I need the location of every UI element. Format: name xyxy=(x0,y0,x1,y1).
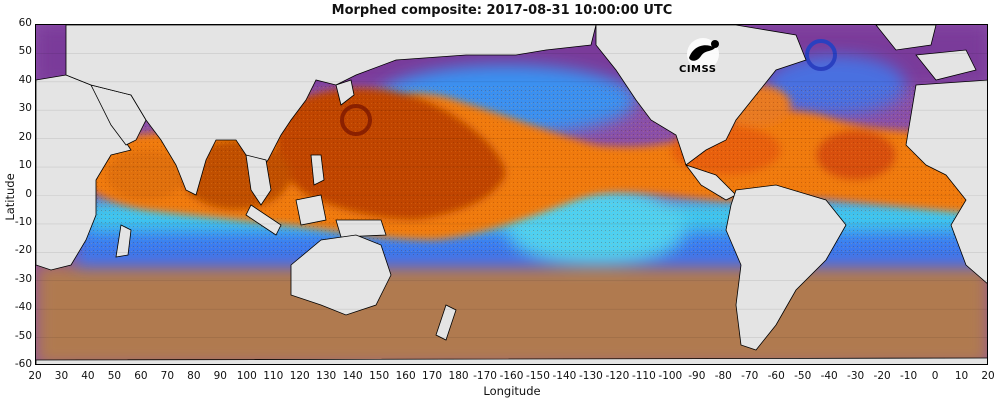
cimss-logo-text: CIMSS xyxy=(679,64,717,75)
x-tick-label: -70 xyxy=(741,370,759,382)
graticule xyxy=(36,53,987,338)
y-tick-label: 30 xyxy=(18,102,32,115)
x-tick-label: 30 xyxy=(54,370,69,382)
x-tick-label: -10 xyxy=(900,370,918,382)
x-tick-label: -160 xyxy=(499,370,524,382)
x-tick-label: -50 xyxy=(794,370,812,382)
x-tick-label: 130 xyxy=(316,370,337,382)
sumatra xyxy=(245,204,282,236)
x-tick-label: 10 xyxy=(954,370,969,382)
landmasses xyxy=(36,25,987,364)
x-tick-label: 20 xyxy=(28,370,42,382)
x-tick-label: 120 xyxy=(289,370,310,382)
x-tick-label: 70 xyxy=(160,370,175,382)
x-tick-label: -170 xyxy=(473,370,497,382)
typhoon-swirl xyxy=(340,104,372,136)
x-tick-label: -130 xyxy=(578,370,603,382)
x-tick-label: -120 xyxy=(605,370,630,382)
x-tick-label: -140 xyxy=(552,370,577,382)
x-tick-label: 90 xyxy=(213,370,227,382)
y-tick-label: -20 xyxy=(14,244,32,257)
y-tick-label: 20 xyxy=(18,130,32,143)
south-dry-band xyxy=(36,265,987,364)
cimss-logo-icon xyxy=(687,38,719,70)
y-tick-label: -60 xyxy=(14,358,32,370)
cimss-logo xyxy=(675,36,731,76)
x-tick-label: 20 xyxy=(981,370,995,382)
philippines xyxy=(310,154,325,186)
atlantic-low-swirl xyxy=(805,39,837,71)
indochina xyxy=(245,154,272,206)
y-axis-label: Latitude xyxy=(3,173,17,221)
x-tick-label: 150 xyxy=(369,370,390,382)
x-tick-label: 140 xyxy=(342,370,363,382)
x-tick-label: -90 xyxy=(688,370,706,382)
x-axis-label: Longitude xyxy=(483,384,541,398)
y-tick-label: 50 xyxy=(18,45,32,58)
north-america xyxy=(595,25,807,166)
x-tick-label: -110 xyxy=(631,370,656,382)
x-tick-label: 0 xyxy=(931,370,939,382)
greenland xyxy=(875,25,937,51)
japan xyxy=(335,79,355,106)
x-tick-label: 170 xyxy=(422,370,443,382)
y-tick-label: -40 xyxy=(14,301,32,314)
west-africa xyxy=(905,79,987,284)
tpw-map xyxy=(35,24,988,365)
borneo xyxy=(295,194,327,226)
x-tick-label: -30 xyxy=(847,370,865,382)
madagascar xyxy=(115,224,132,258)
map-canvas xyxy=(36,25,987,364)
x-tick-label: -60 xyxy=(767,370,785,382)
x-tick-label: -40 xyxy=(820,370,838,382)
x-tick-label: 40 xyxy=(81,370,95,382)
y-tick-label: 60 xyxy=(18,17,32,29)
x-tick-label: 50 xyxy=(107,370,122,382)
y-tick-label: 0 xyxy=(25,187,32,200)
y-tick-label: -30 xyxy=(14,272,32,285)
x-tick-label: -150 xyxy=(526,370,550,382)
x-tick-label: 160 xyxy=(395,370,416,382)
map-title: Morphed composite: 2017-08-31 10:00:00 U… xyxy=(331,3,673,18)
x-tick-label: 110 xyxy=(263,370,284,382)
x-tick-label: 80 xyxy=(187,370,201,382)
x-tick-label: 60 xyxy=(134,370,148,382)
x-tick-label: 100 xyxy=(236,370,257,382)
y-tick-label: 10 xyxy=(18,159,32,172)
south-america xyxy=(725,184,847,351)
new-guinea xyxy=(335,219,387,238)
central-america xyxy=(684,164,737,201)
y-tick-label: -10 xyxy=(14,215,32,228)
australia xyxy=(290,234,392,316)
y-tick-label: 40 xyxy=(18,73,32,86)
iberia xyxy=(915,49,977,81)
x-tick-label: -100 xyxy=(658,370,683,382)
x-tick-label: 180 xyxy=(448,370,469,382)
x-tick-label: -20 xyxy=(873,370,891,382)
antarctica-edge xyxy=(36,357,987,364)
new-zealand xyxy=(435,304,457,341)
y-tick-label: -50 xyxy=(14,329,32,342)
x-tick-label: -80 xyxy=(714,370,732,382)
